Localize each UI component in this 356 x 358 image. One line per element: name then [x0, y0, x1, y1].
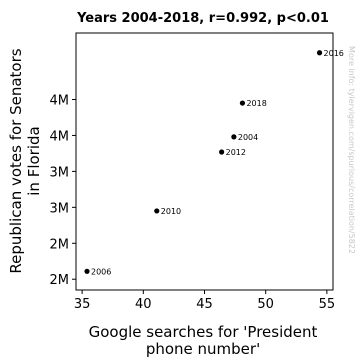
data-point-label: 2006 [91, 267, 111, 276]
y-tick-label: 2M [50, 237, 70, 252]
plot-frame [75, 32, 334, 291]
x-tick-label: 35 [74, 297, 91, 312]
y-tick-label: 3M [50, 201, 70, 216]
x-tick-label: 45 [196, 297, 213, 312]
y-axis-label-line-2: in Florida [25, 126, 43, 195]
data-point [154, 208, 160, 214]
watermark: More info: tylervigen.com/spurious/corre… [347, 46, 356, 254]
x-axis-label-line-2: phone number' [146, 340, 260, 358]
data-point [239, 100, 246, 106]
data-point-label: 2016 [324, 49, 344, 58]
data-point [231, 134, 237, 140]
x-tick-label: 40 [135, 297, 152, 312]
chart-title: Years 2004-2018, r=0.992, p<0.01 [76, 11, 329, 26]
y-axis-label: Republican votes for Senators in Florida [7, 48, 43, 273]
data-point [316, 50, 323, 56]
data-point-label: 2018 [246, 99, 266, 108]
y-tick-label: 2M [50, 273, 70, 288]
x-tick-label: 55 [319, 297, 336, 312]
data-point [219, 149, 225, 155]
plot-area: 35 40 45 50 55 2M 2M 3M 3M 4M 4M 2006 2010 2012 2004 20… [50, 32, 344, 312]
y-tick-label: 4M [50, 93, 70, 108]
x-axis-label: Google searches for 'President phone num… [89, 323, 318, 358]
data-point [84, 268, 90, 274]
x-axis-label-line-1: Google searches for 'President [89, 323, 318, 341]
y-axis-label-line-1: Republican votes for Senators [7, 48, 25, 273]
data-point-label: 2012 [226, 148, 246, 157]
y-tick-label: 4M [50, 129, 70, 144]
data-point-label: 2004 [238, 133, 258, 142]
x-tick-label: 50 [257, 297, 274, 312]
y-tick-label: 3M [50, 165, 70, 180]
data-point-label: 2010 [161, 207, 181, 216]
